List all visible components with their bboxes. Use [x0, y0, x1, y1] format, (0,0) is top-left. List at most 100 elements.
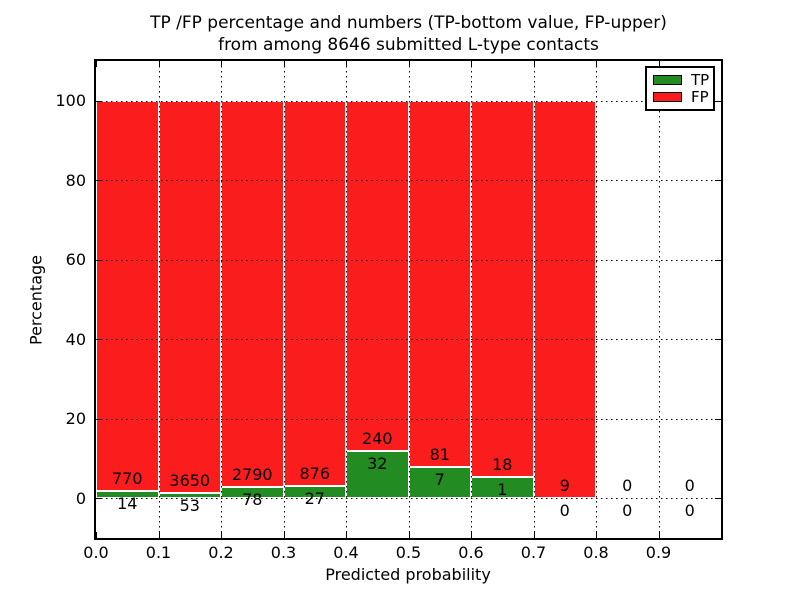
y-tick-label: 0: [75, 488, 86, 508]
x-tick-mark: [596, 61, 597, 67]
chart-title-line2: from among 8646 submitted L-type contact…: [218, 35, 599, 55]
y-tick-mark: [96, 100, 102, 102]
y-tick-label: 60: [65, 250, 86, 270]
bar-annotation-fp: 3650: [169, 470, 211, 490]
bar-annotation-tp: 14: [117, 494, 138, 514]
chart-title-line1: TP /FP percentage and numbers (TP-bottom…: [150, 13, 667, 33]
bar-segment-fp: [346, 100, 409, 452]
x-tick-mark: [158, 61, 160, 67]
legend-swatch-fp: [653, 92, 682, 103]
x-tick-mark: [408, 61, 410, 67]
bar-annotation-fp: 770: [111, 469, 143, 489]
plot-area: 770 14 3650 53 2790 78 876 27 240 32 81 7 18 1 9 0 0 0 0 0: [94, 59, 723, 540]
grid-line-vertical: [596, 61, 597, 538]
x-tick-mark: [471, 532, 472, 538]
bar-segment-tp: [408, 466, 471, 499]
x-tick-mark: [658, 532, 660, 538]
y-tick-mark: [96, 418, 102, 420]
bar-segment-tp: [96, 491, 159, 499]
y-tick-label: 20: [65, 409, 86, 429]
legend-label: TP: [691, 70, 710, 89]
bar-segment-fp: [533, 100, 596, 499]
y-tick-mark: [715, 418, 721, 420]
bar-annotation-fp: 0: [684, 476, 695, 496]
y-tick-mark: [96, 259, 102, 261]
bar-annotation-fp: 240: [361, 429, 393, 449]
bar-annotation-tp: 0: [684, 501, 695, 521]
x-tick-label: 0.0: [83, 543, 109, 562]
grid-line-vertical: [221, 61, 222, 538]
bar-annotation-tp: 53: [179, 495, 200, 515]
bar-annotation-tp: 0: [622, 501, 633, 521]
legend-entry-tp: TP: [653, 70, 710, 89]
legend-entry-fp: FP: [653, 88, 709, 107]
chart-title: TP /FP percentage and numbers (TP-bottom…: [96, 12, 721, 56]
y-tick-mark: [715, 180, 721, 182]
x-tick-label: 0.3: [270, 543, 297, 562]
grid-line-horizontal: [96, 180, 721, 182]
x-tick-mark: [283, 532, 285, 538]
y-tick-label: 100: [55, 91, 86, 111]
y-tick-label: 80: [65, 170, 86, 190]
bar-annotation-fp: 18: [492, 455, 513, 475]
x-tick-mark: [346, 61, 347, 67]
grid-line-horizontal: [96, 339, 721, 341]
x-tick-label: 0.6: [458, 543, 484, 562]
bar-annotation-tp: 78: [242, 490, 263, 510]
y-tick-mark: [715, 498, 721, 500]
y-tick-mark: [715, 100, 721, 102]
bar-annotation-tp: 32: [367, 454, 388, 474]
y-tick-mark: [96, 339, 102, 341]
bar-segment-fp: [283, 100, 346, 487]
y-tick-mark: [96, 498, 102, 500]
bar-segment-fp: [96, 100, 159, 492]
x-tick-mark: [471, 61, 472, 67]
x-tick-mark: [221, 61, 222, 67]
bar-annotation-tp: 1: [497, 480, 508, 500]
x-tick-mark: [96, 61, 97, 67]
bar-segment-tp: [346, 451, 409, 499]
x-tick-mark: [658, 61, 660, 67]
legend-swatch-tp: [653, 74, 682, 85]
x-tick-mark: [408, 532, 410, 538]
bar-annotation-fp: 876: [299, 464, 331, 484]
x-tick-label: 0.1: [145, 543, 172, 562]
x-tick-label: 0.2: [208, 543, 234, 562]
x-tick-label: 0.8: [583, 543, 609, 562]
bar-segment-fp: [471, 100, 534, 478]
grid-line-vertical: [158, 61, 160, 538]
bar-annotation-fp: 9: [559, 476, 570, 496]
x-tick-label: 0.4: [333, 543, 359, 562]
bar-annotation-fp: 81: [429, 444, 450, 464]
grid-line-vertical: [533, 61, 535, 538]
x-tick-mark: [596, 532, 597, 538]
grid-line-horizontal: [96, 259, 721, 261]
x-axis-label: Predicted probability: [325, 565, 491, 584]
bar-segment-fp: [408, 100, 471, 467]
grid-line-vertical: [658, 61, 660, 538]
grid-line-horizontal: [96, 100, 721, 102]
bar-segment-fp: [221, 100, 284, 488]
y-tick-mark: [715, 259, 721, 261]
y-tick-mark: [96, 180, 102, 182]
x-tick-label: 0.5: [395, 543, 422, 562]
x-tick-mark: [221, 532, 222, 538]
x-tick-label: 0.7: [520, 543, 547, 562]
legend-label: FP: [691, 88, 709, 107]
x-tick-mark: [533, 61, 535, 67]
grid-line-vertical: [346, 61, 347, 538]
bar-annotation-tp: 0: [559, 501, 570, 521]
grid-line-horizontal: [96, 418, 721, 420]
x-tick-label: 0.9: [645, 543, 672, 562]
x-tick-mark: [533, 532, 535, 538]
y-tick-mark: [715, 339, 721, 341]
x-tick-mark: [96, 532, 97, 538]
x-tick-mark: [283, 61, 285, 67]
grid-line-horizontal: [96, 498, 721, 500]
y-tick-label: 40: [65, 329, 86, 349]
bar-segment-fp: [158, 100, 221, 493]
x-tick-mark: [346, 532, 347, 538]
legend: TP FP: [645, 66, 715, 111]
x-tick-mark: [158, 532, 160, 538]
